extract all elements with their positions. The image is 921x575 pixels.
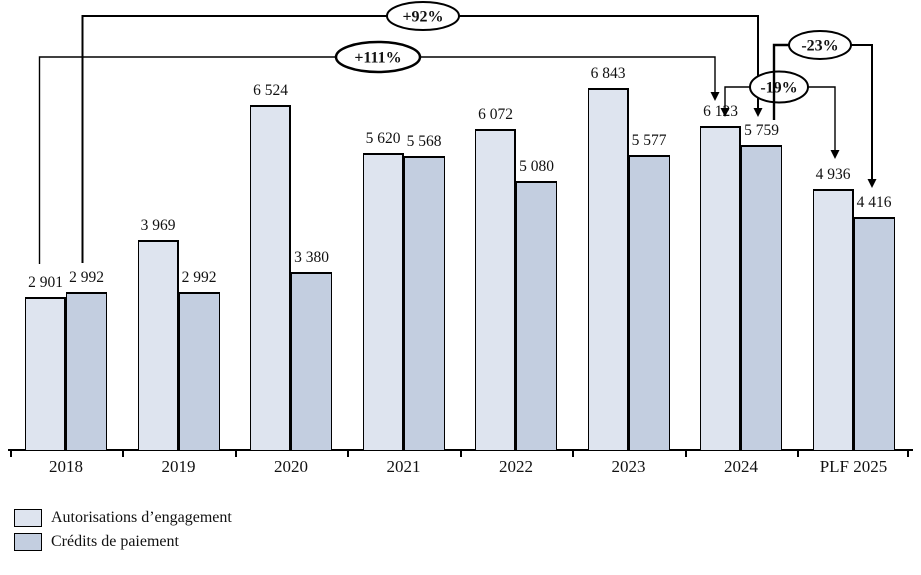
x-axis-label-2021: 2021: [386, 457, 421, 476]
x-axis-label-2024: 2024: [724, 457, 758, 476]
x-axis-label-plf-2025: PLF 2025: [819, 457, 888, 476]
legend-swatch-autorisations: [14, 509, 42, 527]
legend-item-credits: Crédits de paiement: [14, 533, 232, 551]
value-label: 6 072: [478, 106, 513, 123]
value-label: 6 843: [590, 65, 626, 82]
legend-label-credits: Crédits de paiement: [51, 533, 179, 550]
legend-item-autorisations: Autorisations d’engagement: [14, 509, 232, 527]
value-label: 6 524: [253, 82, 288, 99]
x-axis-tick: [572, 450, 574, 457]
annotation-line: [772, 43, 789, 120]
x-axis-tick: [347, 450, 349, 457]
value-label: 2 992: [181, 269, 217, 286]
x-axis-tick: [684, 450, 687, 457]
value-label: 2 901: [28, 274, 63, 291]
x-axis-tick: [906, 450, 909, 457]
x-axis-label-2022: 2022: [499, 457, 533, 476]
value-label: 3 969: [140, 217, 176, 234]
annotation-badge: +111%: [334, 40, 422, 74]
value-label: 3 380: [294, 249, 329, 266]
bar-ae-2021: [362, 153, 404, 451]
x-axis-tick: [234, 450, 237, 457]
value-label: 5 080: [519, 158, 554, 175]
annotation-label: +92%: [402, 9, 443, 26]
value-label: 5 568: [406, 133, 442, 150]
bar-ae-2022: [475, 129, 516, 451]
bar-cp-2020: [291, 272, 332, 451]
bar-cp-2022: [516, 181, 557, 451]
x-axis-tick: [459, 450, 462, 457]
annotation-arrowhead: [710, 92, 720, 101]
x-axis-label-2023: 2023: [611, 457, 646, 476]
annotation-line: [807, 86, 836, 151]
bar-ae-2018: [25, 297, 66, 451]
x-axis-label-2019: 2019: [161, 457, 196, 476]
bar-cp-2018: [66, 292, 107, 451]
bar-ae-2020: [250, 105, 291, 451]
bar-cp-2024: [741, 145, 782, 451]
x-axis-tick: [9, 450, 12, 457]
value-label: 4 936: [815, 166, 851, 183]
annotation-badge: +92%: [386, 1, 460, 31]
bar-ae-plf-2025: [812, 189, 854, 451]
value-label: 4 416: [856, 194, 892, 211]
bar-cp-2021: [403, 156, 445, 451]
bar-cp-2019: [178, 292, 220, 451]
annotation-label: +111%: [354, 50, 401, 67]
annotation-line: [850, 44, 873, 180]
legend-label-autorisations: Autorisations d’engagement: [51, 509, 232, 526]
x-axis-label-2018: 2018: [49, 457, 83, 476]
x-axis-label-2020: 2020: [274, 457, 308, 476]
bar-cp-2023: [628, 155, 670, 451]
annotation-arrowhead: [830, 150, 840, 159]
annotation-badge: -23%: [788, 30, 852, 60]
bar-ae-2024: [700, 126, 741, 451]
bar-cp-plf-2025: [853, 217, 895, 451]
value-label: 2 992: [69, 269, 104, 286]
x-axis-tick: [797, 450, 799, 457]
legend: Autorisations d’engagement Crédits de pa…: [14, 509, 232, 557]
annotation-label: -23%: [801, 38, 838, 55]
annotation-badge: -19%: [749, 70, 809, 104]
annotation-label: -19%: [760, 80, 797, 97]
x-axis-tick: [122, 450, 124, 457]
legend-swatch-credits: [14, 533, 42, 551]
bar-ae-2019: [137, 240, 179, 451]
value-label: 5 577: [631, 132, 667, 149]
value-label: 5 759: [744, 122, 779, 139]
value-label: 6 123: [703, 103, 738, 120]
